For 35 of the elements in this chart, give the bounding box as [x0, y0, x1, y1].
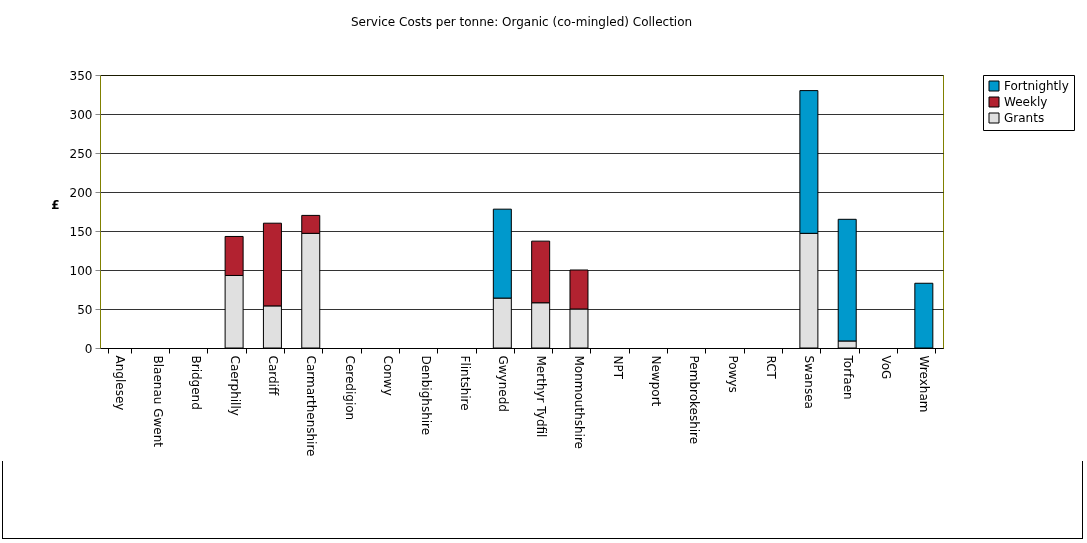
- y-tick-label: 250: [69, 146, 93, 161]
- y-tick-label: 50: [77, 302, 93, 317]
- chart-title: Service Costs per tonne: Organic (co-mingled) Collection: [350, 15, 693, 29]
- x-tick-label: Carmarthenshire: [304, 355, 319, 457]
- x-tick-label: Blaenau Gwent: [150, 355, 165, 448]
- x-tick-label: Flintshire: [457, 355, 472, 411]
- x-tick-label: Conwy: [380, 355, 395, 396]
- x-tick-label: Caerphilly: [227, 355, 242, 416]
- x-tick-label: VoG: [879, 355, 894, 380]
- x-tick-label: RCT: [764, 355, 779, 380]
- x-tick-label: Swansea: [802, 355, 817, 409]
- legend-label: Fortnightly: [1004, 79, 1069, 93]
- x-tick-label: Merthyr Tydfil: [534, 355, 549, 438]
- x-tick-label: Bridgend: [189, 355, 204, 410]
- x-tick-label: Powys: [725, 355, 740, 393]
- y-tick-label: 150: [69, 224, 93, 239]
- x-tick-label: Gwynedd: [495, 355, 510, 412]
- x-tick-label: Monmouthshire: [572, 355, 587, 449]
- x-tick-label: Wrexham: [917, 355, 932, 413]
- x-tick-label: Ceredigion: [342, 355, 357, 421]
- x-tick-label: Torfaen: [840, 354, 855, 400]
- x-tick-label: Denbighshire: [419, 355, 434, 436]
- x-tick-label: NPT: [610, 355, 625, 380]
- legend-label: Grants: [1004, 111, 1045, 125]
- x-tick-label: Newport: [649, 355, 664, 407]
- x-tick-label: Anglesey: [112, 355, 127, 411]
- legend-label: Weekly: [1004, 95, 1048, 109]
- y-tick-label: 350: [69, 68, 93, 83]
- y-axis-title: £: [51, 198, 60, 212]
- x-tick-label: Cardiff: [265, 355, 280, 396]
- y-tick-label: 100: [69, 263, 93, 278]
- y-tick-label: 200: [69, 185, 93, 200]
- x-tick-label: Pembrokeshire: [687, 355, 702, 445]
- y-tick-label: 0: [84, 341, 93, 356]
- y-tick-label: 300: [69, 107, 93, 122]
